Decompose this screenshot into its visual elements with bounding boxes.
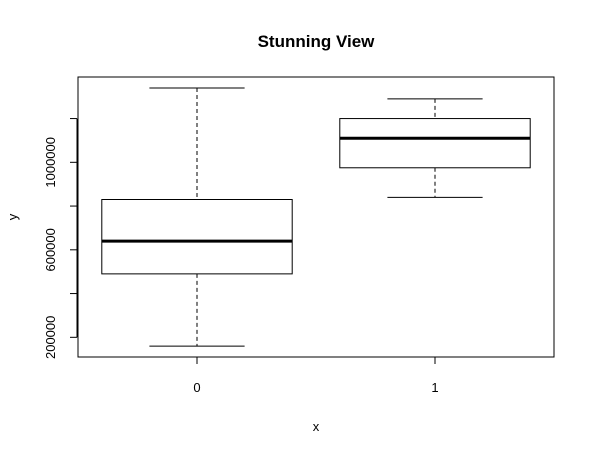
box-group-0 [101,87,293,347]
x-axis-label: x [313,419,320,434]
x-tick-label: 1 [431,380,438,395]
y-tick-label: 200000 [43,316,58,359]
x-tick-label: 0 [193,380,200,395]
y-tick-label: 600000 [43,228,58,271]
y-axis-label: y [5,213,20,220]
y-tick-label: 1000000 [43,137,58,188]
chart-title: Stunning View [258,32,376,51]
boxes-layer [101,87,531,347]
y-axis: 200000 600000 1000000 [43,118,78,359]
box-body [101,199,293,275]
box-body [339,118,531,169]
box-group-1 [339,98,531,198]
